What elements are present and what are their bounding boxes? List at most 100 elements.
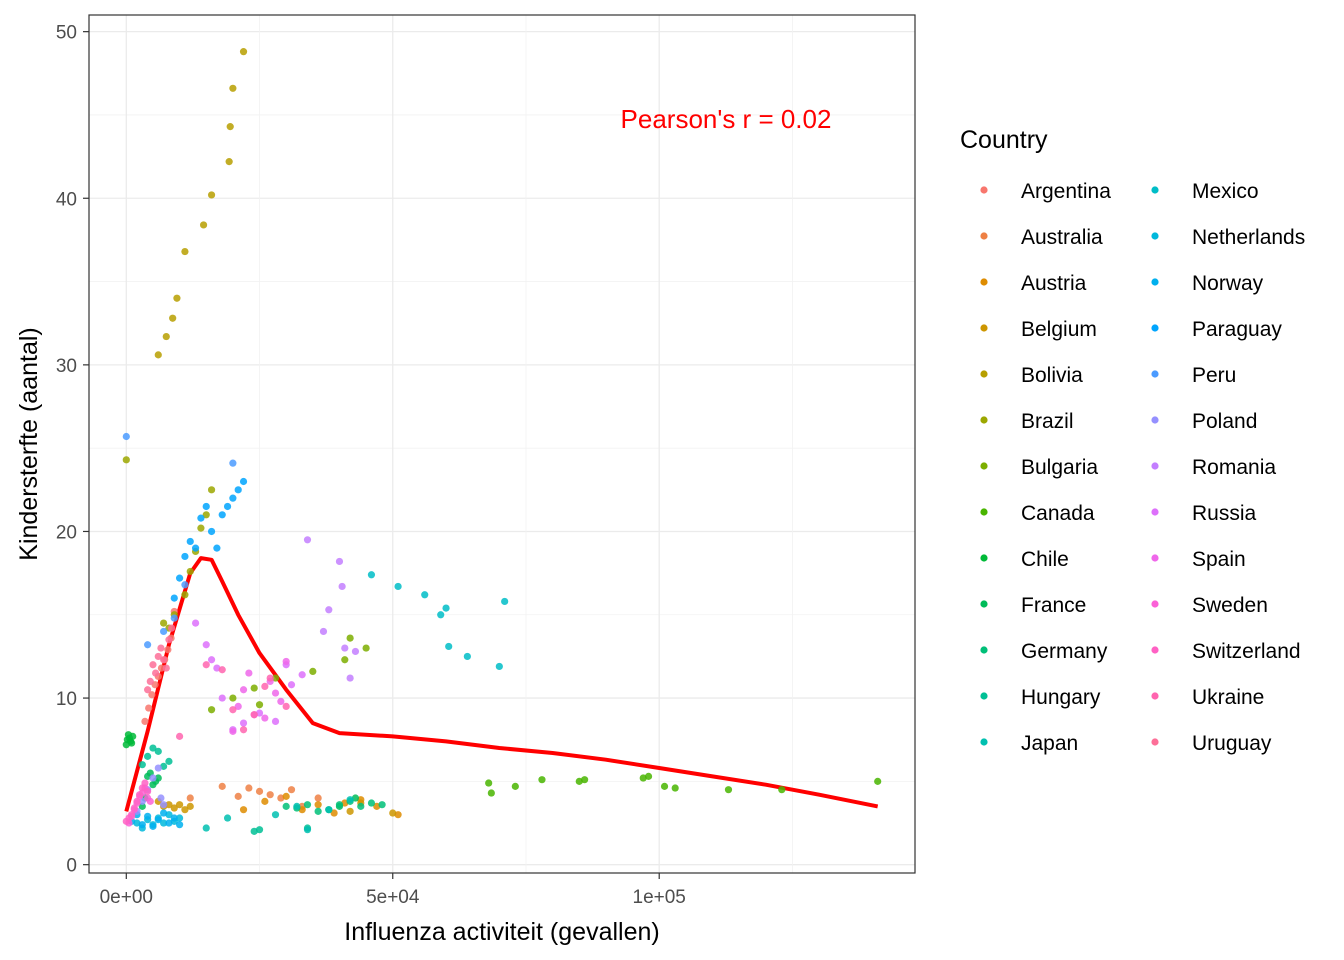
- data-point: [229, 459, 237, 467]
- x-axis-title: Influenza activiteit (gevallen): [344, 918, 659, 946]
- data-point: [287, 786, 296, 794]
- legend-label: Chile: [1021, 548, 1069, 571]
- y-tick-label: 30: [56, 356, 77, 377]
- grid-lines: [89, 15, 915, 873]
- data-point: [330, 809, 338, 817]
- y-axis-title: Kindersterfte (aantal): [15, 327, 43, 560]
- y-tick-label: 50: [56, 23, 77, 44]
- data-point: [144, 752, 152, 760]
- legend-label: Spain: [1192, 548, 1246, 571]
- legend-key: [980, 508, 988, 516]
- data-point: [186, 794, 194, 802]
- data-point: [255, 701, 264, 709]
- data-point: [277, 697, 285, 706]
- legend-key: [1151, 508, 1159, 516]
- data-point: [202, 511, 210, 519]
- data-point: [239, 719, 248, 727]
- data-point: [154, 816, 162, 824]
- data-point: [271, 811, 280, 819]
- data-point: [129, 732, 137, 740]
- data-point: [495, 662, 503, 671]
- data-point: [501, 597, 509, 606]
- data-point: [160, 656, 168, 664]
- data-point: [138, 821, 146, 829]
- legend-label: Uruguay: [1192, 732, 1272, 755]
- legend-key: [1151, 554, 1159, 562]
- data-point: [154, 774, 162, 782]
- data-point: [165, 801, 173, 809]
- data-point: [293, 802, 301, 810]
- x-axis-ticks: 0e+00 5e+04 1e+05: [100, 873, 686, 908]
- legend-label: Hungary: [1021, 686, 1101, 709]
- data-point: [346, 634, 354, 642]
- data-point: [314, 794, 322, 802]
- x-tick-label: 5e+04: [366, 887, 420, 908]
- data-point: [303, 801, 312, 809]
- legend-label: Paraguay: [1192, 318, 1282, 341]
- data-point: [138, 802, 146, 810]
- legend-key: [1151, 738, 1159, 746]
- data-point: [157, 794, 165, 802]
- data-point: [250, 684, 258, 692]
- data-point: [485, 779, 493, 787]
- legend-key: [1151, 416, 1159, 424]
- data-point: [282, 802, 290, 810]
- data-point: [225, 158, 233, 166]
- legend-label: Australia: [1021, 226, 1103, 249]
- data-point: [191, 619, 200, 627]
- legend-label: Belgium: [1021, 318, 1097, 341]
- data-point: [229, 727, 237, 735]
- data-point: [261, 682, 269, 691]
- data-point: [181, 581, 189, 589]
- data-point: [309, 667, 317, 676]
- data-point: [133, 797, 141, 805]
- legend-label: Switzerland: [1192, 640, 1301, 663]
- data-point: [146, 677, 154, 686]
- data-point: [173, 294, 181, 302]
- data-point: [197, 514, 205, 522]
- data-point: [271, 689, 280, 697]
- legend-key: [980, 462, 988, 470]
- data-point: [229, 84, 237, 92]
- legend-label: Peru: [1192, 364, 1236, 387]
- data-point: [191, 544, 200, 552]
- data-point: [325, 606, 333, 614]
- data-point: [463, 652, 471, 661]
- data-point: [181, 806, 189, 814]
- y-tick-label: 20: [56, 522, 77, 543]
- legend-key: [980, 278, 988, 286]
- data-point: [207, 656, 216, 664]
- legend-title: Country: [960, 126, 1048, 154]
- data-point: [175, 821, 184, 829]
- data-point: [207, 527, 216, 536]
- data-point: [165, 757, 173, 765]
- data-point: [170, 804, 178, 812]
- data-point: [157, 644, 165, 652]
- data-point: [164, 646, 172, 654]
- data-point: [207, 486, 216, 494]
- data-point: [202, 824, 210, 832]
- data-point: [162, 664, 170, 672]
- data-point: [287, 681, 296, 689]
- data-point: [335, 557, 344, 566]
- y-tick-label: 40: [56, 189, 77, 210]
- data-point: [437, 611, 445, 619]
- data-point: [282, 657, 290, 666]
- x-tick-label: 0e+00: [100, 887, 153, 908]
- data-point: [303, 826, 312, 834]
- data-point: [421, 591, 429, 599]
- legend-label: Brazil: [1021, 410, 1074, 433]
- legend-key: [1151, 646, 1159, 654]
- legend-key: [980, 600, 988, 608]
- data-point: [128, 739, 136, 747]
- data-point: [144, 686, 152, 694]
- data-point: [271, 717, 280, 725]
- data-point: [357, 802, 365, 810]
- legend-label: Ukraine: [1192, 686, 1264, 709]
- data-point: [261, 797, 269, 805]
- data-point: [160, 819, 168, 827]
- data-point: [186, 802, 194, 810]
- data-point: [162, 332, 170, 341]
- data-point: [266, 674, 274, 682]
- legend-key: [980, 232, 988, 240]
